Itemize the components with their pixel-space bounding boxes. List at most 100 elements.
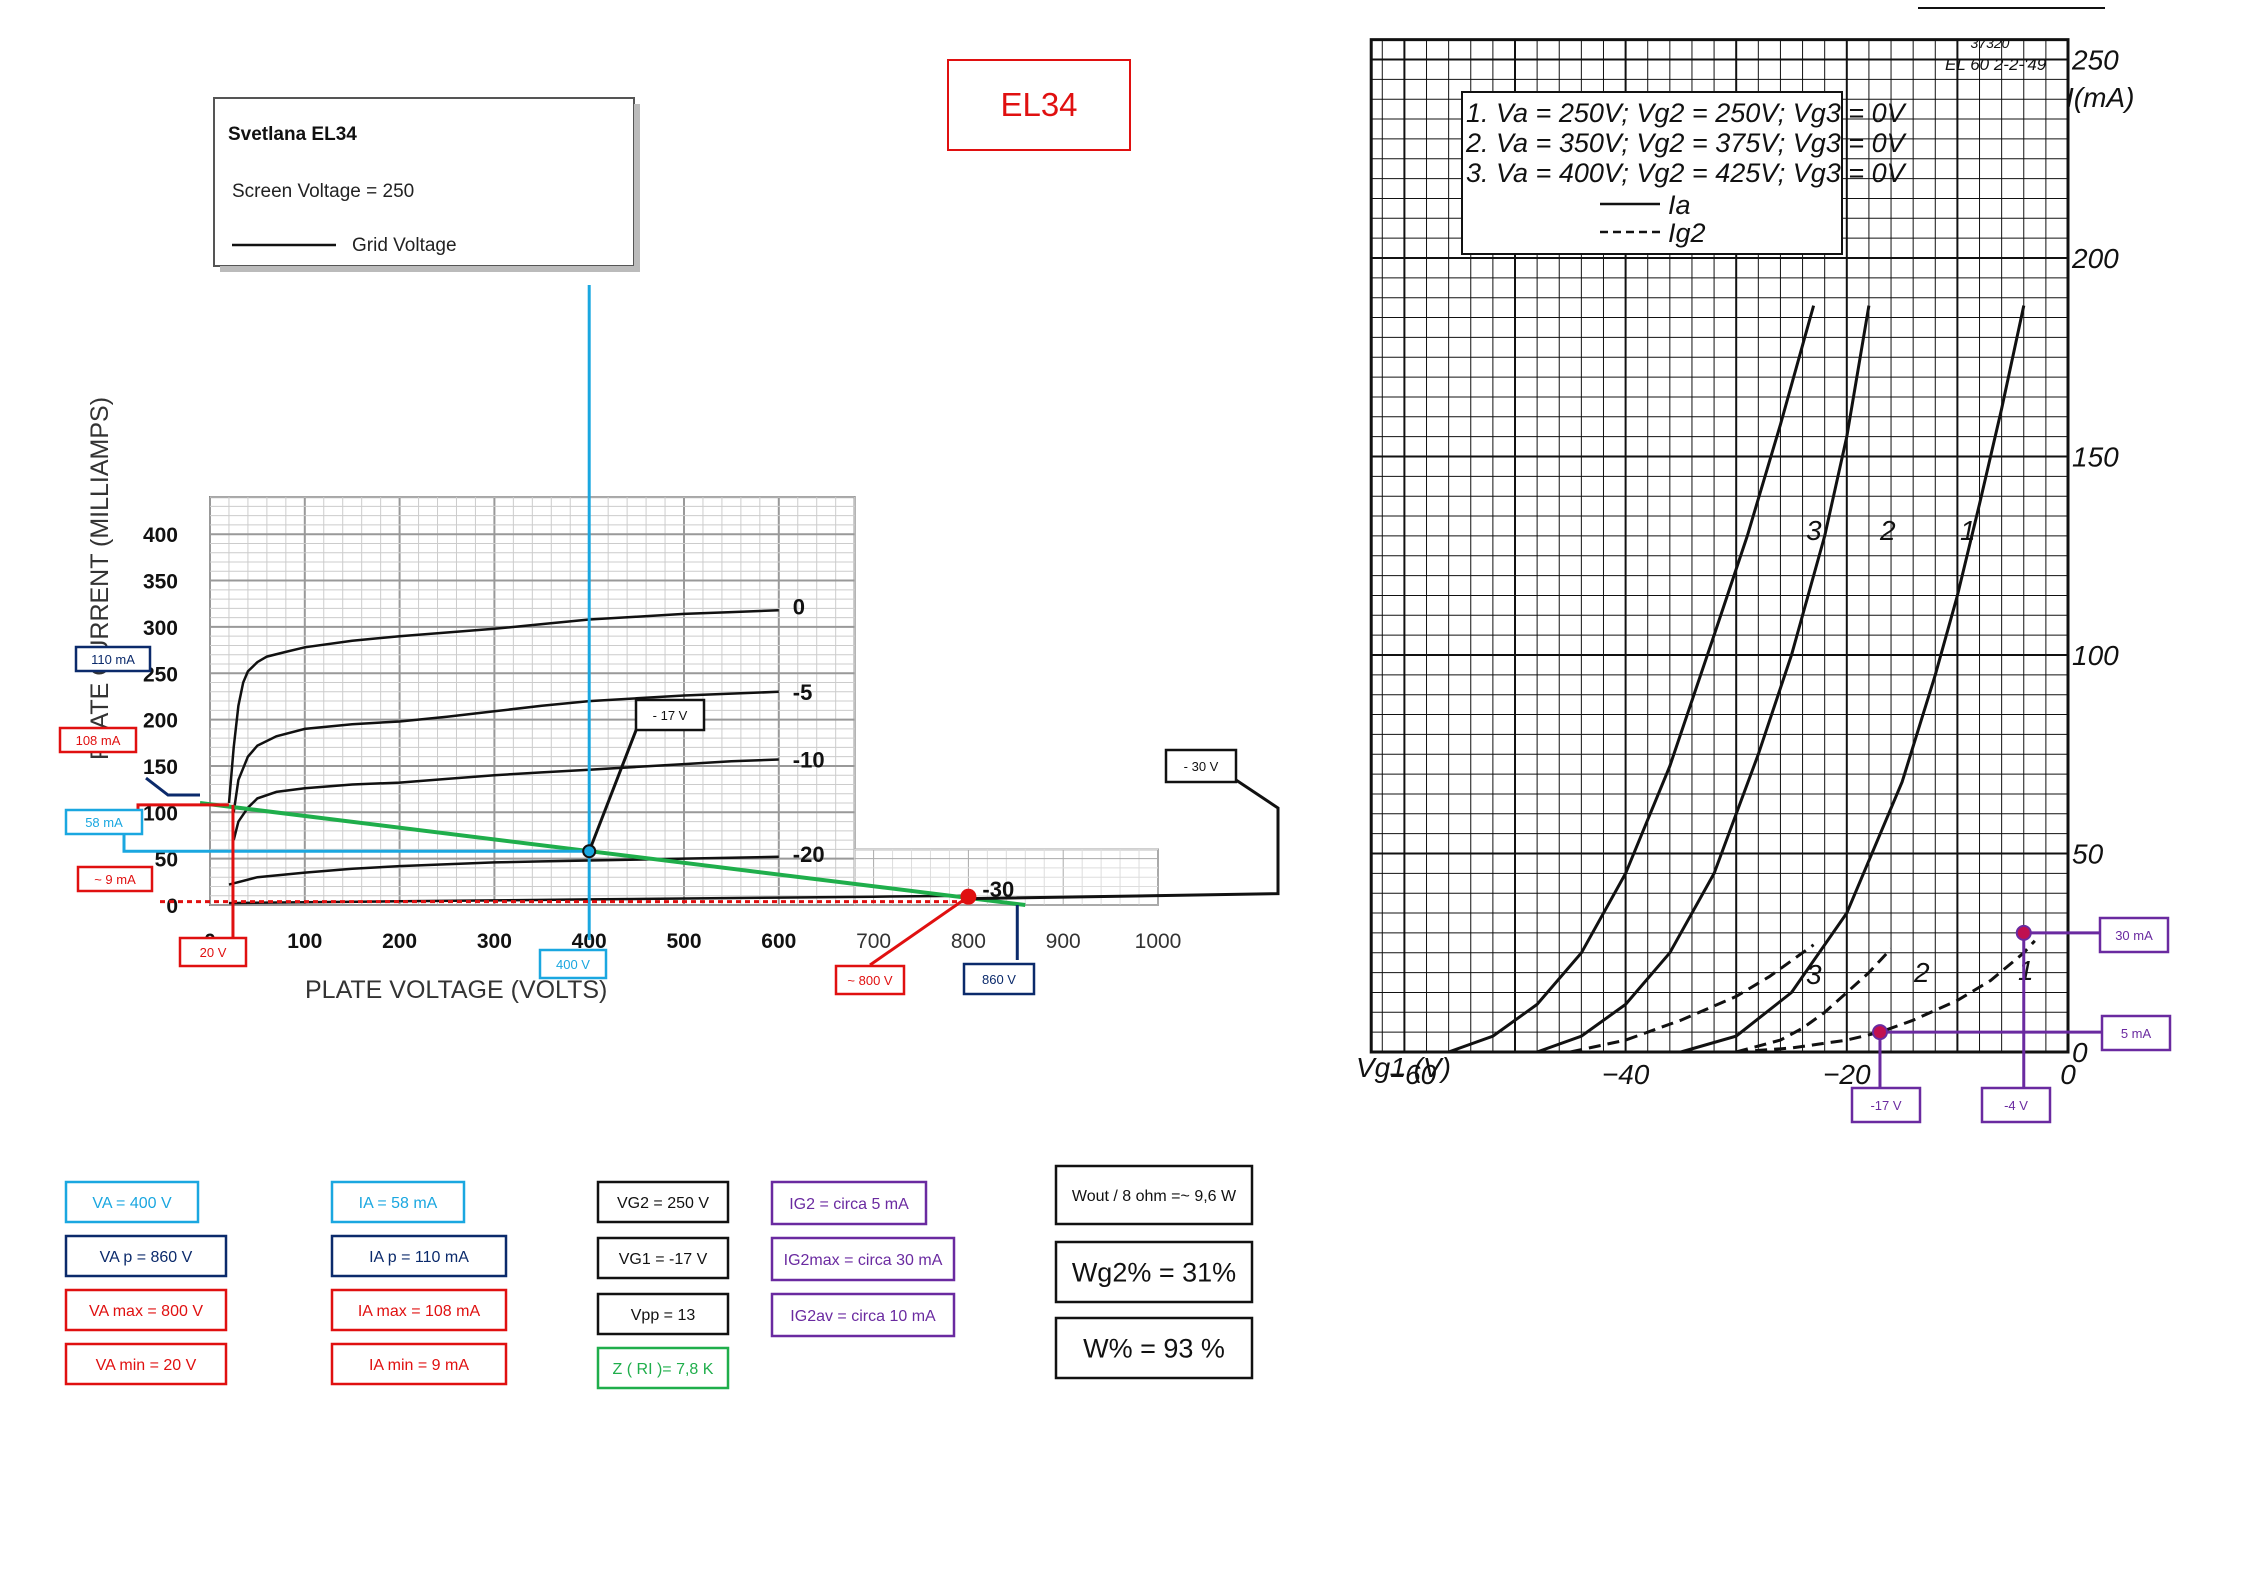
right-x-tick: −40 [1602, 1059, 1650, 1090]
result-box: Wg2% = 31% [1054, 1240, 1254, 1304]
left-x-tick: 700 [856, 930, 891, 953]
marker-5ma [1871, 1024, 1888, 1041]
callout-text-va_min: 20 V [200, 945, 227, 960]
right-legend-line-3: 3. Va = 400V; Vg2 = 425V; Vg3 = 0V [1466, 158, 1908, 188]
max-voltage-pointer [869, 895, 970, 967]
vg17-pointer [587, 719, 642, 852]
result-box-frame [1054, 1316, 1254, 1380]
result-text: VG2 = 250 V [617, 1195, 709, 1212]
result-box-frame [596, 1346, 730, 1390]
el34-plate-characteristics-chart: 0-5-10-20-30 010020030040050060070080090… [58, 97, 1280, 1004]
result-text: Vpp = 13 [631, 1307, 696, 1324]
right-legend-ia: Ia [1668, 190, 1691, 220]
left-curve-vg-20 [228, 855, 779, 886]
result-box: VA = 400 V [64, 1180, 200, 1224]
result-box: W% = 93 % [1054, 1316, 1254, 1380]
callout-va [538, 948, 608, 980]
callout-ia_max [58, 726, 138, 754]
left-y-tick: 100 [143, 802, 178, 825]
callout-text-vm4: -4 V [2004, 1098, 2028, 1113]
callout-text-ia_peak: 110 mA [91, 652, 135, 667]
result-text: IA = 58 mA [359, 1195, 438, 1212]
result-box-frame [770, 1180, 928, 1226]
vg30-pointer [968, 778, 1280, 901]
result-box: IA min = 9 mA [330, 1342, 508, 1386]
left-y-tick: 0 [166, 895, 178, 918]
left-x-tick: 900 [1046, 930, 1081, 953]
left-x-tick: 400 [572, 930, 607, 953]
result-box: IA max = 108 mA [330, 1288, 508, 1332]
callout-ma30 [2098, 916, 2170, 954]
left-curves: 0-5-10-20-30 [227, 595, 1014, 905]
right-legend-line-2: 2. Va = 350V; Vg2 = 375V; Vg3 = 0V [1465, 128, 1908, 158]
left-y-tick: 200 [143, 710, 178, 733]
callout-text-vm17: -17 V [1870, 1098, 1901, 1113]
callout-ia [64, 808, 144, 836]
left-y-tick: 50 [155, 849, 178, 872]
result-box-frame [596, 1236, 730, 1280]
result-box-frame [596, 1292, 730, 1336]
callout-vm4 [1980, 1086, 2052, 1124]
result-box-frame [64, 1288, 228, 1332]
left-curve-label: 0 [793, 595, 805, 620]
right-y-tick: 200 [2071, 243, 2119, 274]
right-annotations: 30 mA 5 mA -17 V -4 V [1850, 916, 2172, 1124]
right-curve-label: 1 [2018, 955, 2034, 986]
left-y-axis-label: PLATE CURRENT (MILLIAMPS) [86, 397, 114, 760]
right-curve-ia-3 [1448, 305, 1816, 1054]
result-box-frame [330, 1234, 508, 1278]
left-y-tick: 150 [143, 756, 178, 779]
result-box: IA p = 110 mA [330, 1234, 508, 1278]
left-curve-label: -20 [793, 842, 825, 867]
result-text: Wg2% = 31% [1072, 1258, 1236, 1288]
right-curves: 1 2 3 1 2 3 [1448, 305, 2036, 1054]
callout-text-vg_30: - 30 V [1184, 759, 1219, 774]
right-x-tick: −20 [1823, 1059, 1871, 1090]
result-box: IG2max = circa 30 mA [770, 1236, 956, 1282]
left-tick-labels: 0 100 200 300 400 500 600 700 800 900 1000 0 50 100 15… [143, 524, 1181, 953]
callout-text-va_max: ~ 800 V [847, 973, 893, 988]
result-box-frame [596, 1180, 730, 1224]
right-x-axis-label: Vg1 (V) [1356, 1052, 1451, 1083]
right-y-tick: 0 [2072, 1037, 2088, 1068]
results-panel: VA = 400 V VA p = 860 V VA max = 800 V VA m… [64, 1164, 1254, 1390]
callout-vg_30 [1164, 748, 1238, 784]
result-text: Z ( RI )= 7,8 K [613, 1361, 714, 1378]
result-text: IA min = 9 mA [369, 1357, 469, 1374]
result-box: IG2av = circa 10 mA [770, 1292, 956, 1338]
title-box: EL34 [947, 59, 1131, 151]
result-box-frame [330, 1288, 508, 1332]
result-box: Vpp = 13 [596, 1292, 730, 1336]
left-grid [209, 496, 1159, 907]
right-curve-ia-1 [1680, 305, 2026, 1054]
callout-text-ia_min: ~ 9 mA [94, 872, 136, 887]
left-curve-label: -10 [793, 747, 825, 772]
result-text: IG2max = circa 30 mA [784, 1252, 943, 1269]
left-curve-vg-5 [232, 690, 779, 813]
result-text: VA p = 860 V [100, 1249, 193, 1266]
result-box: Z ( RI )= 7,8 K [596, 1346, 730, 1390]
result-text: VG1 = -17 V [619, 1251, 708, 1268]
right-tick-labels: −60 −40 −20 00 50 100 150 200 250 [1389, 45, 2119, 1091]
result-text: IG2av = circa 10 mA [790, 1308, 936, 1325]
result-box-frame [1054, 1240, 1254, 1304]
result-box: IA = 58 mA [330, 1180, 466, 1224]
result-box: VG2 = 250 V [596, 1180, 730, 1224]
right-curve-ig2-3 [1569, 943, 1815, 1054]
left-chart-subtitle: Screen Voltage = 250 [232, 181, 414, 202]
right-y-axis-label: I(mA) [2066, 82, 2134, 113]
operating-point [582, 844, 597, 859]
right-y-tick: 150 [2072, 442, 2119, 473]
callout-text-va_peak: 860 V [982, 972, 1016, 987]
left-x-axis-label: PLATE VOLTAGE (VOLTS) [305, 976, 607, 1004]
right-curve-ig2-2 [1735, 947, 1893, 1054]
el60-transfer-characteristics-chart: 1 2 3 1 2 3 −60 −40 −20 00 50 100 150 200 250 37320 E… [1356, 7, 2172, 1124]
callout-ma5 [2100, 1014, 2172, 1052]
right-curve-label: 2 [1879, 515, 1896, 546]
result-box-frame [64, 1342, 228, 1386]
result-box-frame [64, 1180, 200, 1224]
right-y-tick: 50 [2072, 839, 2104, 870]
left-annotations: 110 mA 108 mA 58 mA ~ 9 mA 20 V 400 V ~ 800 V 8… [58, 285, 1280, 996]
result-text: IG2 = circa 5 mA [789, 1196, 909, 1213]
